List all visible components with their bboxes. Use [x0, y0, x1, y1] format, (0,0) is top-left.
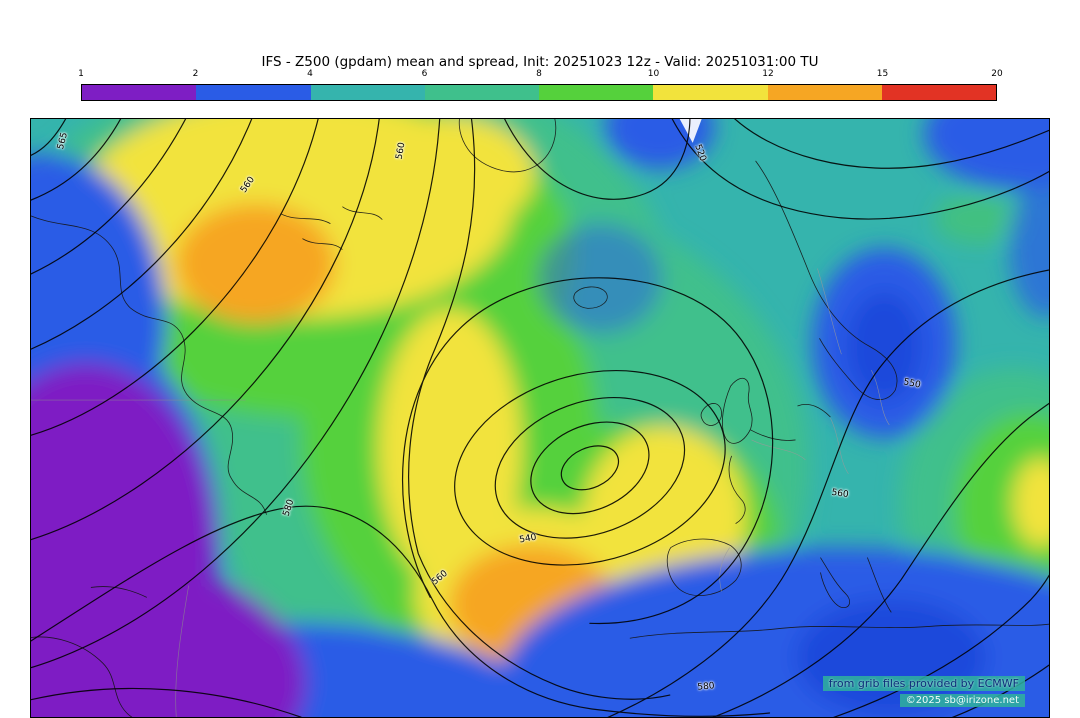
colorbar-tick: 2	[192, 69, 199, 79]
colorbar-segment	[881, 85, 996, 100]
top-edge-white-notch	[679, 119, 702, 143]
coastlines	[31, 119, 1049, 717]
country-borders	[719, 268, 890, 592]
mean-height-contours	[31, 119, 1049, 717]
colorbar-segment	[196, 85, 311, 100]
chart-title: IFS - Z500 (gpdam) mean and spread, Init…	[261, 54, 819, 70]
colorbar-segment	[310, 85, 425, 100]
colorbar-tick: 6	[421, 69, 428, 79]
colorbar-tick: 4	[307, 69, 313, 79]
spread-shading-and-contours	[31, 119, 1049, 717]
colorbar: 1 2 4 6 8 10 12 15 20	[78, 69, 1003, 101]
spread-shading	[31, 119, 1049, 717]
attribution-copyright: ©2025 sb@irizone.net	[899, 694, 1025, 707]
colorbar-tick: 20	[991, 69, 1003, 79]
map-panel: 565 560 560 520 550 580 540 560 560 580 from grib…	[30, 118, 1050, 718]
colorbar-tick-labels: 1 2 4 6 8 10 12 15 20	[78, 69, 1003, 81]
colorbar-tick: 1	[78, 69, 84, 79]
colorbar-segment	[653, 85, 768, 100]
colorbar-tick: 8	[536, 69, 542, 79]
colorbar-segment	[424, 85, 539, 100]
attribution-source: from grib files provided by ECMWF	[822, 676, 1025, 691]
colorbar-tick: 10	[647, 69, 660, 79]
colorbar-tick: 12	[762, 69, 774, 79]
colorbar-segment	[539, 85, 654, 100]
colorbar-bar	[81, 84, 997, 101]
colorbar-tick: 15	[876, 69, 889, 79]
graticule	[31, 399, 246, 717]
colorbar-segment	[82, 85, 197, 100]
attribution: from grib files provided by ECMWF ©2025 …	[822, 676, 1025, 707]
colorbar-segment	[767, 85, 882, 100]
